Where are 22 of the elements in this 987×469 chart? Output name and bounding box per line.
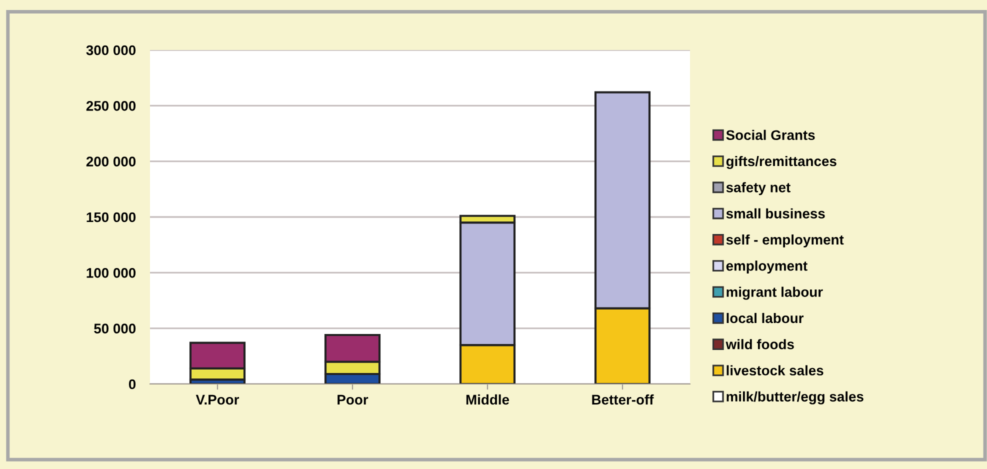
x-tick-label: Middle: [466, 394, 510, 405]
legend-label: small business: [726, 208, 825, 219]
y-tick-label: 50 000: [94, 324, 136, 334]
legend-label: self - employment: [726, 234, 844, 248]
y-tick-label: 200 000: [86, 156, 136, 167]
legend-label: gifts/remittances: [726, 156, 836, 169]
legend-label: wild foods: [726, 339, 794, 350]
x-tick-label: V.Poor: [196, 394, 240, 405]
y-tick-label: 250 000: [86, 101, 136, 111]
legend-label: Social Grants: [726, 130, 815, 140]
y-tick-label: 150 000: [86, 212, 136, 222]
y-tick-label: 300 000: [86, 45, 136, 56]
legend-label: migrant labour: [726, 286, 823, 300]
legend-label: local labour: [726, 312, 804, 324]
x-tick-label: Better-off: [592, 394, 654, 405]
legend-label: employment: [726, 260, 808, 274]
legend-label: livestock sales: [726, 365, 824, 376]
y-tick-label: 0: [128, 379, 136, 390]
y-tick-label: 100 000: [86, 268, 136, 278]
legend-label: safety net: [726, 182, 790, 196]
legend-label: milk/butter/egg sales: [726, 391, 864, 404]
x-tick-label: Poor: [338, 394, 368, 405]
